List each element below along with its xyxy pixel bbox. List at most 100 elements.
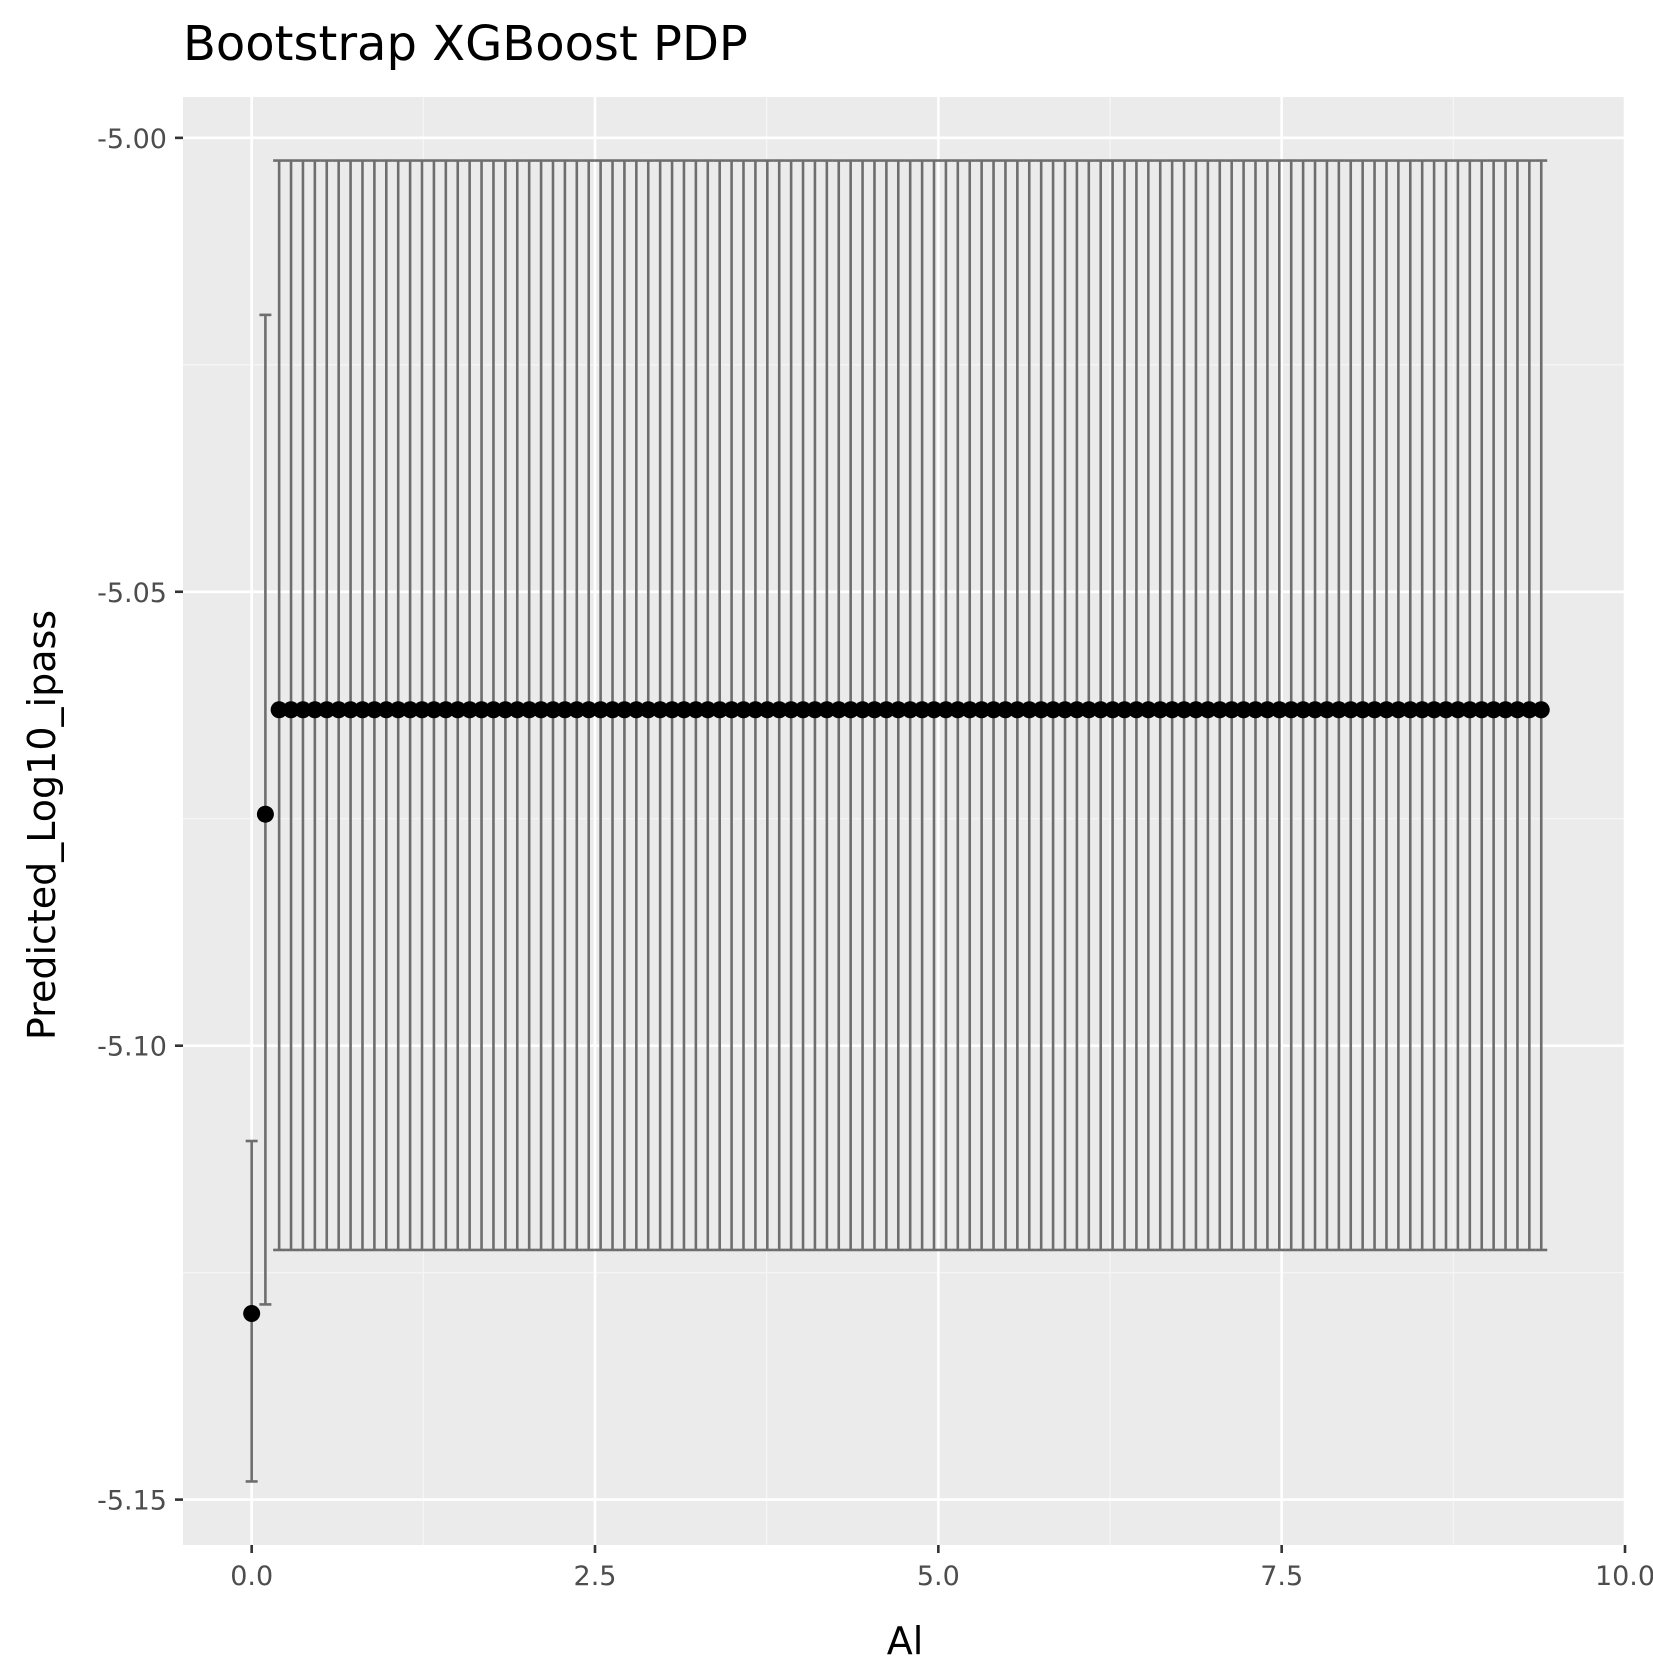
- data-point: [1258, 701, 1276, 719]
- data-point: [925, 701, 943, 719]
- data-point: [568, 701, 586, 719]
- data-point: [1366, 701, 1384, 719]
- data-point: [1127, 701, 1145, 719]
- data-point: [353, 701, 371, 719]
- y-tick-label: -5.10: [97, 1032, 167, 1063]
- data-point: [1020, 701, 1038, 719]
- data-point: [1056, 701, 1074, 719]
- data-point: [1080, 701, 1098, 719]
- data-point: [496, 701, 514, 719]
- data-point: [592, 701, 610, 719]
- data-point: [1116, 701, 1134, 719]
- data-point: [711, 701, 729, 719]
- data-point: [961, 701, 979, 719]
- data-point: [520, 701, 538, 719]
- data-point: [1199, 701, 1217, 719]
- data-point: [1473, 701, 1491, 719]
- x-axis: 0.0 2.5 5.0 7.5 10.0: [230, 1545, 1653, 1592]
- data-point: [1044, 701, 1062, 719]
- data-point: [651, 701, 669, 719]
- data-point: [937, 701, 955, 719]
- data-point: [330, 701, 348, 719]
- data-point: [306, 701, 324, 719]
- data-point: [985, 701, 1003, 719]
- point-layer: [243, 701, 1550, 1323]
- data-point: [996, 701, 1014, 719]
- data-point: [1235, 701, 1253, 719]
- data-point: [1389, 701, 1407, 719]
- y-tick-label: -5.15: [97, 1486, 167, 1517]
- y-axis-title: Predicted_Log10_ipass: [20, 610, 64, 1040]
- data-point: [1223, 701, 1241, 719]
- data-point: [1413, 701, 1431, 719]
- data-point: [854, 701, 872, 719]
- data-point: [413, 701, 431, 719]
- data-point: [1246, 701, 1264, 719]
- data-point: [1508, 701, 1526, 719]
- data-point: [1211, 701, 1229, 719]
- x-tick-label: 7.5: [1260, 1561, 1303, 1592]
- data-point: [270, 701, 288, 719]
- data-point: [1270, 701, 1288, 719]
- data-point: [639, 701, 657, 719]
- data-point: [1461, 701, 1479, 719]
- data-point: [1437, 701, 1455, 719]
- data-point: [675, 701, 693, 719]
- data-point: [1282, 701, 1300, 719]
- data-point: [1294, 701, 1312, 719]
- data-point: [1104, 701, 1122, 719]
- data-point: [877, 701, 895, 719]
- data-point: [973, 701, 991, 719]
- data-point: [794, 701, 812, 719]
- y-tick-label: -5.05: [97, 578, 167, 609]
- data-point: [949, 701, 967, 719]
- data-point: [865, 701, 883, 719]
- data-point: [377, 701, 395, 719]
- data-point: [1497, 701, 1515, 719]
- data-point: [830, 701, 848, 719]
- x-tick-label: 0.0: [230, 1561, 273, 1592]
- data-point: [806, 701, 824, 719]
- data-point: [913, 701, 931, 719]
- data-point: [746, 701, 764, 719]
- data-point: [1151, 701, 1169, 719]
- data-point: [1163, 701, 1181, 719]
- x-tick-label: 2.5: [574, 1561, 617, 1592]
- x-axis-title: Al: [887, 1619, 924, 1663]
- data-point: [1342, 701, 1360, 719]
- data-point: [1187, 701, 1205, 719]
- data-point: [1401, 701, 1419, 719]
- y-tick-label: -5.00: [97, 124, 167, 155]
- data-point: [437, 701, 455, 719]
- data-point: [484, 701, 502, 719]
- data-point: [1175, 701, 1193, 719]
- data-point: [1425, 701, 1443, 719]
- data-point: [401, 701, 419, 719]
- data-point: [842, 701, 860, 719]
- data-point: [627, 701, 645, 719]
- data-point: [389, 701, 407, 719]
- data-point: [1377, 701, 1395, 719]
- data-point: [1532, 701, 1550, 719]
- data-point: [1520, 701, 1538, 719]
- data-point: [580, 701, 598, 719]
- data-point: [1008, 701, 1026, 719]
- data-point: [1449, 701, 1467, 719]
- data-point: [663, 701, 681, 719]
- data-point: [294, 701, 312, 719]
- x-tick-label: 5.0: [917, 1561, 960, 1592]
- data-point: [1306, 701, 1324, 719]
- data-point: [243, 1305, 261, 1323]
- data-point: [365, 701, 383, 719]
- data-point: [1318, 701, 1336, 719]
- data-point: [1354, 701, 1372, 719]
- data-point: [889, 701, 907, 719]
- data-point: [1485, 701, 1503, 719]
- data-point: [473, 701, 491, 719]
- data-point: [782, 701, 800, 719]
- data-point: [508, 701, 526, 719]
- data-point: [758, 701, 776, 719]
- data-point: [342, 701, 360, 719]
